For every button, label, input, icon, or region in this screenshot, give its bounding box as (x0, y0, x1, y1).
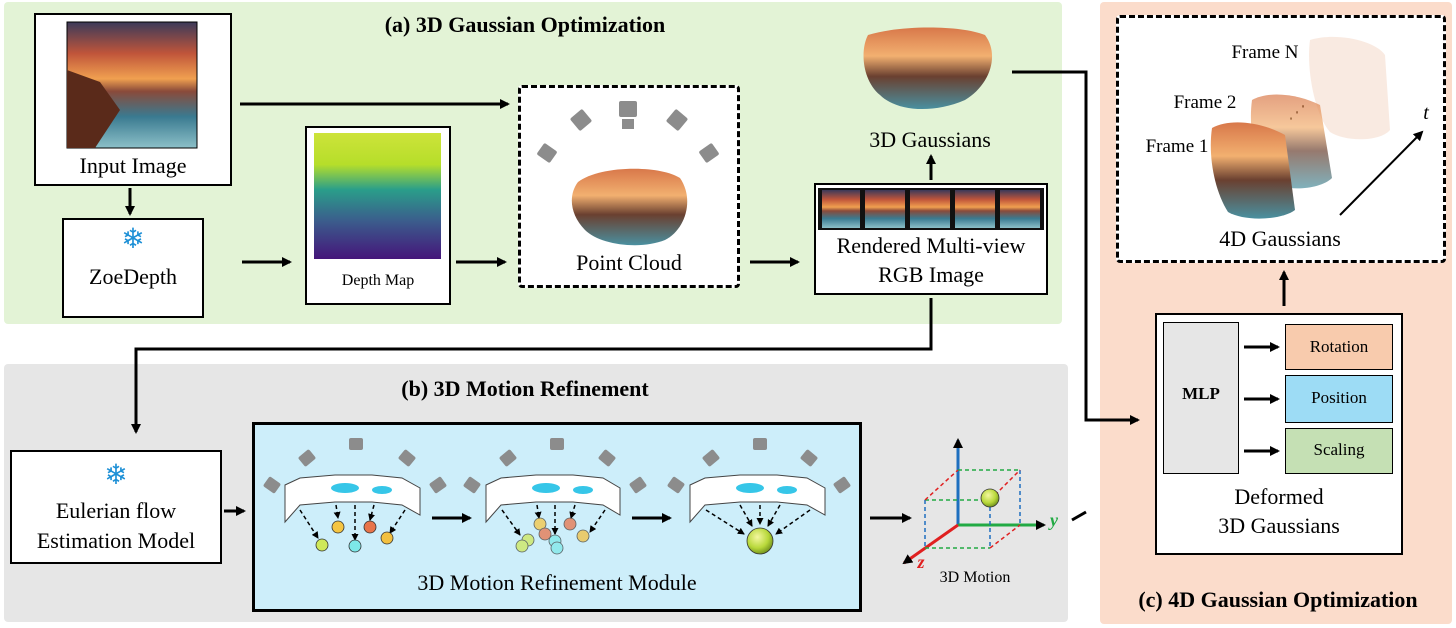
module-stage-3 (667, 438, 851, 555)
landscape-image (66, 21, 198, 149)
module-stage-2 (463, 438, 647, 555)
position-label: Position (1311, 388, 1367, 407)
motion-refinement-module-box (252, 422, 862, 612)
gaussians-4d-label: 4D Gaussians (1219, 226, 1341, 251)
frame-1-label: Frame 1 (1145, 136, 1209, 157)
scaling-label: Scaling (1313, 440, 1365, 459)
frame-n-label: Frame N (1231, 42, 1299, 63)
point-cloud-blob (571, 168, 688, 246)
snowflake-icon: ❄ (104, 458, 128, 491)
rendered-views (818, 188, 1044, 230)
gaussians-3d-blob (863, 27, 993, 110)
point-cloud-label: Point Cloud (576, 250, 682, 275)
input-image-label: Input Image (79, 153, 187, 178)
snowflake-icon: ❄ (121, 222, 145, 255)
mlp-label: MLP (1182, 384, 1220, 403)
module-stage-1 (263, 438, 447, 553)
rotation-box (1285, 324, 1393, 370)
motion-module-label: 3D Motion Refinement Module (417, 570, 697, 595)
eulerian-label-line1: Eulerian flow (55, 498, 177, 523)
eulerian-flow-box (10, 450, 222, 564)
camera-icon (537, 101, 719, 163)
zoedepth-label: ZoeDepth (89, 264, 177, 289)
axis-y-label: y (1050, 510, 1058, 530)
deformed-label-line1: Deformed (1234, 484, 1324, 509)
t-axis-label: t (1423, 102, 1429, 124)
gaussians-3d-label: 3D Gaussians (869, 127, 991, 152)
scaling-box (1285, 428, 1393, 474)
deformed-label-line2: 3D Gaussians (1218, 513, 1340, 538)
mlp-box (1163, 322, 1239, 474)
rotation-label: Rotation (1309, 337, 1369, 356)
panel-b-title: (b) 3D Motion Refinement (401, 376, 649, 401)
motion-axes (902, 438, 1046, 565)
zoedepth-box (62, 218, 204, 318)
frames-4d (1210, 36, 1424, 219)
frame-2-label: Frame 2 (1173, 92, 1237, 113)
panel-a-title: (a) 3D Gaussian Optimization (384, 12, 666, 37)
depth-map-label: Depth Map (341, 272, 415, 289)
motion-3d-label: 3D Motion (939, 569, 1011, 586)
panel-c-title: (c) 4D Gaussian Optimization (1138, 587, 1418, 612)
rendered-label-line1: Rendered Multi-view (836, 233, 1026, 258)
axis-z-label: z (917, 552, 925, 572)
depth-map-image (314, 133, 441, 259)
eulerian-label-line2: Estimation Model (36, 528, 196, 553)
position-box (1285, 375, 1393, 423)
rendered-label-line2: RGB Image (878, 262, 984, 287)
